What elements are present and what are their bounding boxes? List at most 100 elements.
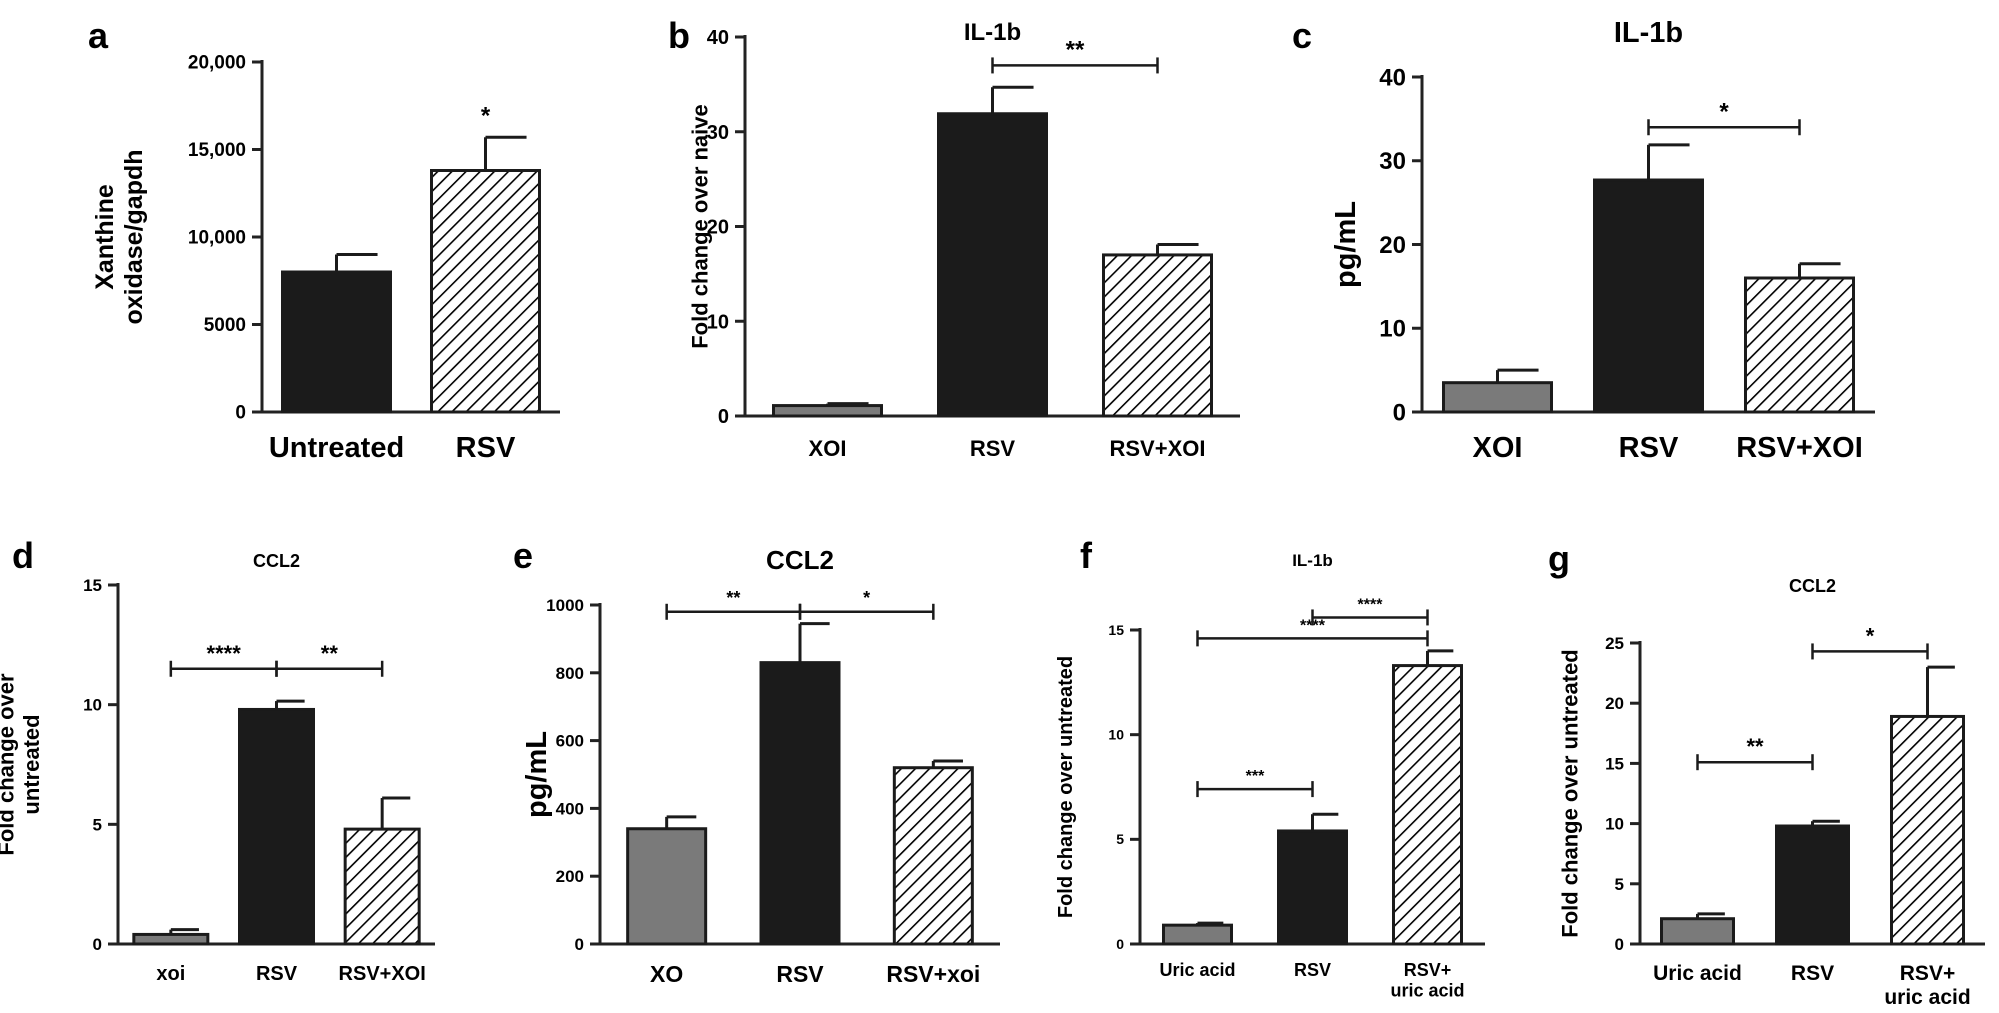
x-category-label-f-0: Uric acid	[1159, 960, 1235, 980]
significance-label-bracket-g-1: *	[1866, 623, 1875, 648]
y-tick-label-d-0: 0	[93, 935, 102, 954]
panel-label-a: a	[88, 15, 109, 56]
x-category-label-d-1: RSV	[256, 963, 298, 985]
chart-title-g: CCL2	[1789, 576, 1836, 596]
y-tick-label-e-4: 800	[556, 664, 584, 683]
significance-label-bracket-b-0: **	[1066, 36, 1085, 63]
panel-label-d: d	[12, 535, 34, 576]
y-tick-label-c-4: 40	[1379, 64, 1406, 91]
x-category-label-e-2: RSV+xoi	[886, 961, 980, 987]
y-tick-label-b-4: 40	[707, 27, 729, 49]
bar-f-1	[1277, 829, 1348, 946]
significance-label-bracket-e-0: **	[726, 588, 740, 608]
bar-a-0	[281, 270, 392, 414]
bar-d-1	[238, 707, 315, 946]
bar-c-0	[1442, 381, 1553, 414]
significance-label-bracket-e-1: *	[863, 588, 870, 608]
x-category-label-f-2: RSV+ uric acid	[1390, 960, 1464, 1001]
x-category-label-g-0: Uric acid	[1653, 962, 1742, 985]
bar-e-1	[759, 661, 841, 946]
significance-label-bracket-c-0: *	[1719, 98, 1729, 125]
y-tick-label-e-5: 1000	[546, 596, 584, 615]
panel-label-f: f	[1080, 535, 1093, 576]
bar-e-0	[626, 827, 708, 946]
y-axis-label-d: Fold change overuntreated	[0, 673, 44, 856]
y-tick-label-e-0: 0	[575, 935, 584, 954]
bar-c-2	[1744, 276, 1855, 414]
y-tick-label-c-0: 0	[1393, 399, 1406, 426]
chart-title-d: CCL2	[253, 551, 300, 571]
x-category-label-e-1: RSV	[776, 961, 824, 987]
significance-label-bracket-f-1: ****	[1300, 617, 1326, 634]
x-category-label-b-2: RSV+XOI	[1110, 436, 1206, 461]
y-tick-label-e-1: 200	[556, 867, 584, 886]
y-tick-label-b-3: 30	[707, 122, 729, 144]
y-tick-label-d-3: 15	[83, 576, 102, 595]
x-category-label-b-0: XOI	[809, 436, 847, 461]
y-tick-label-d-1: 5	[93, 815, 102, 834]
y-tick-label-f-3: 15	[1108, 622, 1124, 638]
bar-g-2	[1890, 714, 1965, 946]
x-category-label-g-2: RSV+ uric acid	[1884, 962, 1970, 1009]
y-axis-label-f: Fold change over untreated	[1055, 656, 1077, 918]
y-tick-label-c-2: 20	[1379, 232, 1406, 259]
bar-d-0	[132, 932, 210, 946]
bar-f-2	[1392, 664, 1463, 946]
y-axis-label-c: pg/mL	[1330, 201, 1362, 288]
y-axis-label-a: Xanthineoxidase/gapdh	[91, 149, 148, 324]
chart-panel-g: g CCL2 0 5 10 15 20 25 Fold change over untreate…	[1548, 538, 1985, 1009]
x-category-label-b-1: RSV	[970, 436, 1016, 461]
y-tick-label-e-2: 400	[556, 799, 584, 818]
y-tick-label-a-0: 0	[235, 403, 246, 424]
bar-b-0	[772, 404, 883, 418]
bar-g-0	[1660, 917, 1735, 946]
x-category-label-f-1: RSV	[1294, 960, 1331, 980]
significance-label-bracket-f-0: ***	[1246, 768, 1265, 785]
panel-label-c: c	[1292, 15, 1312, 56]
x-category-label-e-0: XO	[650, 961, 683, 987]
y-tick-label-g-0: 0	[1615, 935, 1624, 954]
bar-f-0	[1162, 923, 1233, 946]
panel-label-b: b	[668, 15, 690, 56]
significance-label-bracket-d-1: **	[321, 641, 339, 666]
y-tick-label-g-2: 10	[1605, 815, 1624, 834]
chart-panel-f: f IL-1b 0 5 10 15 Fold change over untreated Ur…	[1055, 535, 1485, 1001]
x-category-label-a-0: Untreated	[269, 432, 404, 464]
chart-title-b: IL-1b	[964, 19, 1021, 46]
panel-label-e: e	[513, 535, 533, 576]
y-tick-label-g-4: 20	[1605, 694, 1624, 713]
x-category-label-c-2: RSV+XOI	[1736, 432, 1863, 464]
y-tick-label-c-3: 30	[1379, 148, 1406, 175]
y-tick-label-g-3: 15	[1605, 754, 1624, 773]
panel-label-g: g	[1548, 538, 1570, 579]
significance-label-a-0: *	[481, 102, 491, 129]
chart-title-e: CCL2	[766, 545, 834, 575]
bar-g-1	[1775, 824, 1850, 946]
bar-b-2	[1102, 253, 1213, 418]
x-category-label-c-0: XOI	[1473, 432, 1523, 464]
y-axis-label-b: Fold change over naive	[688, 104, 713, 349]
y-tick-label-f-2: 10	[1108, 727, 1124, 743]
y-tick-label-c-1: 10	[1379, 316, 1406, 343]
chart-panel-c: c IL-1b 0 10 20 30 40 pg/mL XOI RSV RSV+XOI *	[1292, 15, 1875, 464]
x-category-label-g-1: RSV	[1791, 962, 1834, 985]
significance-label-bracket-f-2: ****	[1358, 596, 1384, 613]
y-tick-label-g-5: 25	[1605, 634, 1624, 653]
chart-panel-a: a 0 5000 10,000 15,000 20,000 Xanthineoxidase/…	[88, 15, 560, 464]
bar-a-1	[430, 169, 541, 414]
y-axis-label-e: pg/mL	[521, 731, 553, 818]
chart-panel-e: e CCL2 0 200 400 600 800 1000 pg/mL XO RSV RSV+xoi *…	[513, 535, 1000, 987]
x-category-label-a-1: RSV	[456, 432, 516, 464]
y-axis-label-g: Fold change over untreated	[1558, 649, 1583, 938]
x-category-label-d-0: xoi	[156, 963, 185, 985]
y-tick-label-a-1: 5000	[204, 315, 246, 336]
chart-title-f: IL-1b	[1292, 551, 1333, 570]
y-tick-label-b-2: 20	[707, 217, 729, 239]
chart-panel-b: b IL-1b 0 10 20 30 40 Fold change over naive XOI…	[668, 15, 1240, 461]
y-tick-label-f-0: 0	[1116, 936, 1124, 952]
significance-label-bracket-g-0: **	[1746, 734, 1764, 759]
significance-label-bracket-d-0: ****	[207, 641, 242, 666]
bar-c-1	[1593, 178, 1704, 414]
y-tick-label-e-3: 600	[556, 732, 584, 751]
